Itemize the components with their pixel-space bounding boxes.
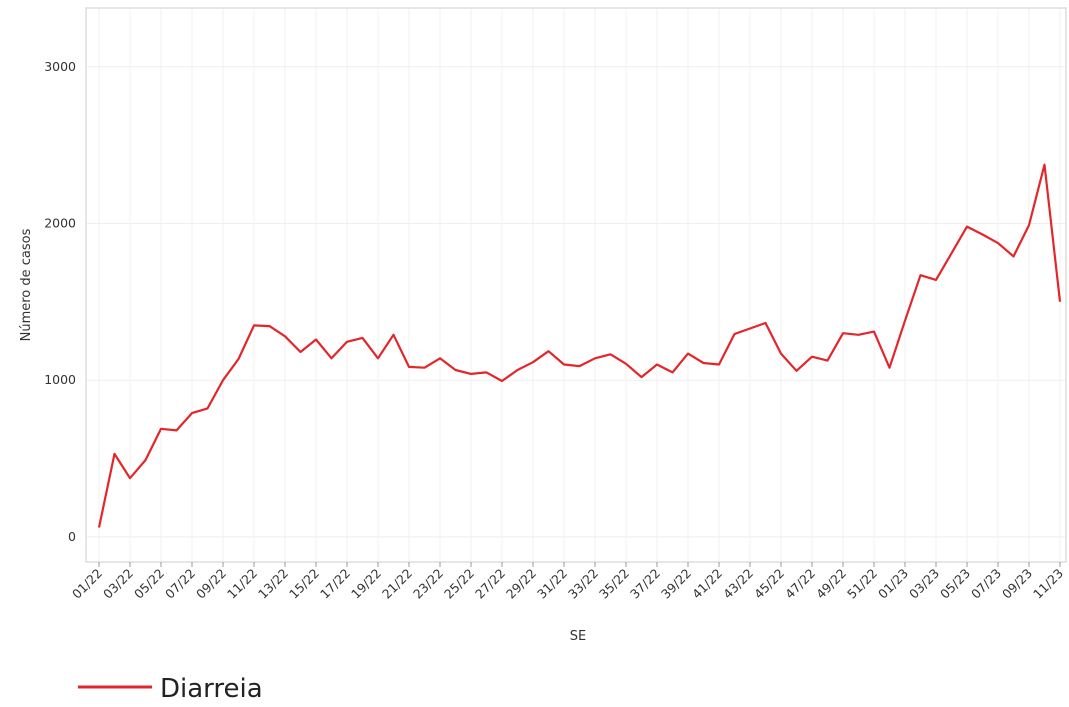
x-tick-label: 13/22 <box>255 566 291 602</box>
data-line <box>97 163 1062 528</box>
x-tick-label: 51/22 <box>844 566 880 602</box>
x-tick-label: 11/23 <box>1030 566 1066 602</box>
x-tick-label: 31/22 <box>534 566 570 602</box>
x-tick-label: 15/22 <box>286 566 322 602</box>
x-tick-label: 35/22 <box>596 566 632 602</box>
x-tick-label: 17/22 <box>317 566 353 602</box>
x-tick-label: 07/22 <box>162 566 198 602</box>
x-tick-label: 07/23 <box>968 566 1004 602</box>
x-tick-label: 05/23 <box>937 566 973 602</box>
x-tick-label: 05/22 <box>131 566 167 602</box>
x-tick-label: 19/22 <box>348 566 384 602</box>
legend-label: Diarreia <box>160 674 263 704</box>
x-tick-label: 23/22 <box>410 566 446 602</box>
y-axis-label: Número de casos <box>19 228 34 341</box>
x-axis-label: SE <box>570 629 586 644</box>
x-tick-label: 33/22 <box>565 566 601 602</box>
x-tick-label: 21/22 <box>379 566 415 602</box>
y-tick-label: 2000 <box>44 215 76 230</box>
x-tick-label: 03/22 <box>100 566 136 602</box>
x-tick-label: 25/22 <box>441 566 477 602</box>
x-tick-label: 11/22 <box>224 566 260 602</box>
x-tick-label: 27/22 <box>472 566 508 602</box>
x-tick-label: 09/22 <box>193 566 229 602</box>
plot-frame <box>85 7 1067 563</box>
x-tick-label: 29/22 <box>503 566 539 602</box>
x-tick-label: 49/22 <box>813 566 849 602</box>
y-tick-label: 3000 <box>44 59 76 74</box>
x-tick-label: 47/22 <box>782 566 818 602</box>
x-tick-label: 09/23 <box>999 566 1035 602</box>
x-tick-label: 45/22 <box>751 566 787 602</box>
x-tick-label: 43/22 <box>720 566 756 602</box>
x-tick-label: 41/22 <box>689 566 725 602</box>
y-tick-label: 0 <box>68 529 76 544</box>
x-tick-label: 03/23 <box>906 566 942 602</box>
y-tick-label: 1000 <box>44 372 76 387</box>
x-tick-label: 39/22 <box>658 566 694 602</box>
x-tick-label: 01/22 <box>69 566 105 602</box>
x-tick-label: 37/22 <box>627 566 663 602</box>
x-tick-label: 01/23 <box>875 566 911 602</box>
